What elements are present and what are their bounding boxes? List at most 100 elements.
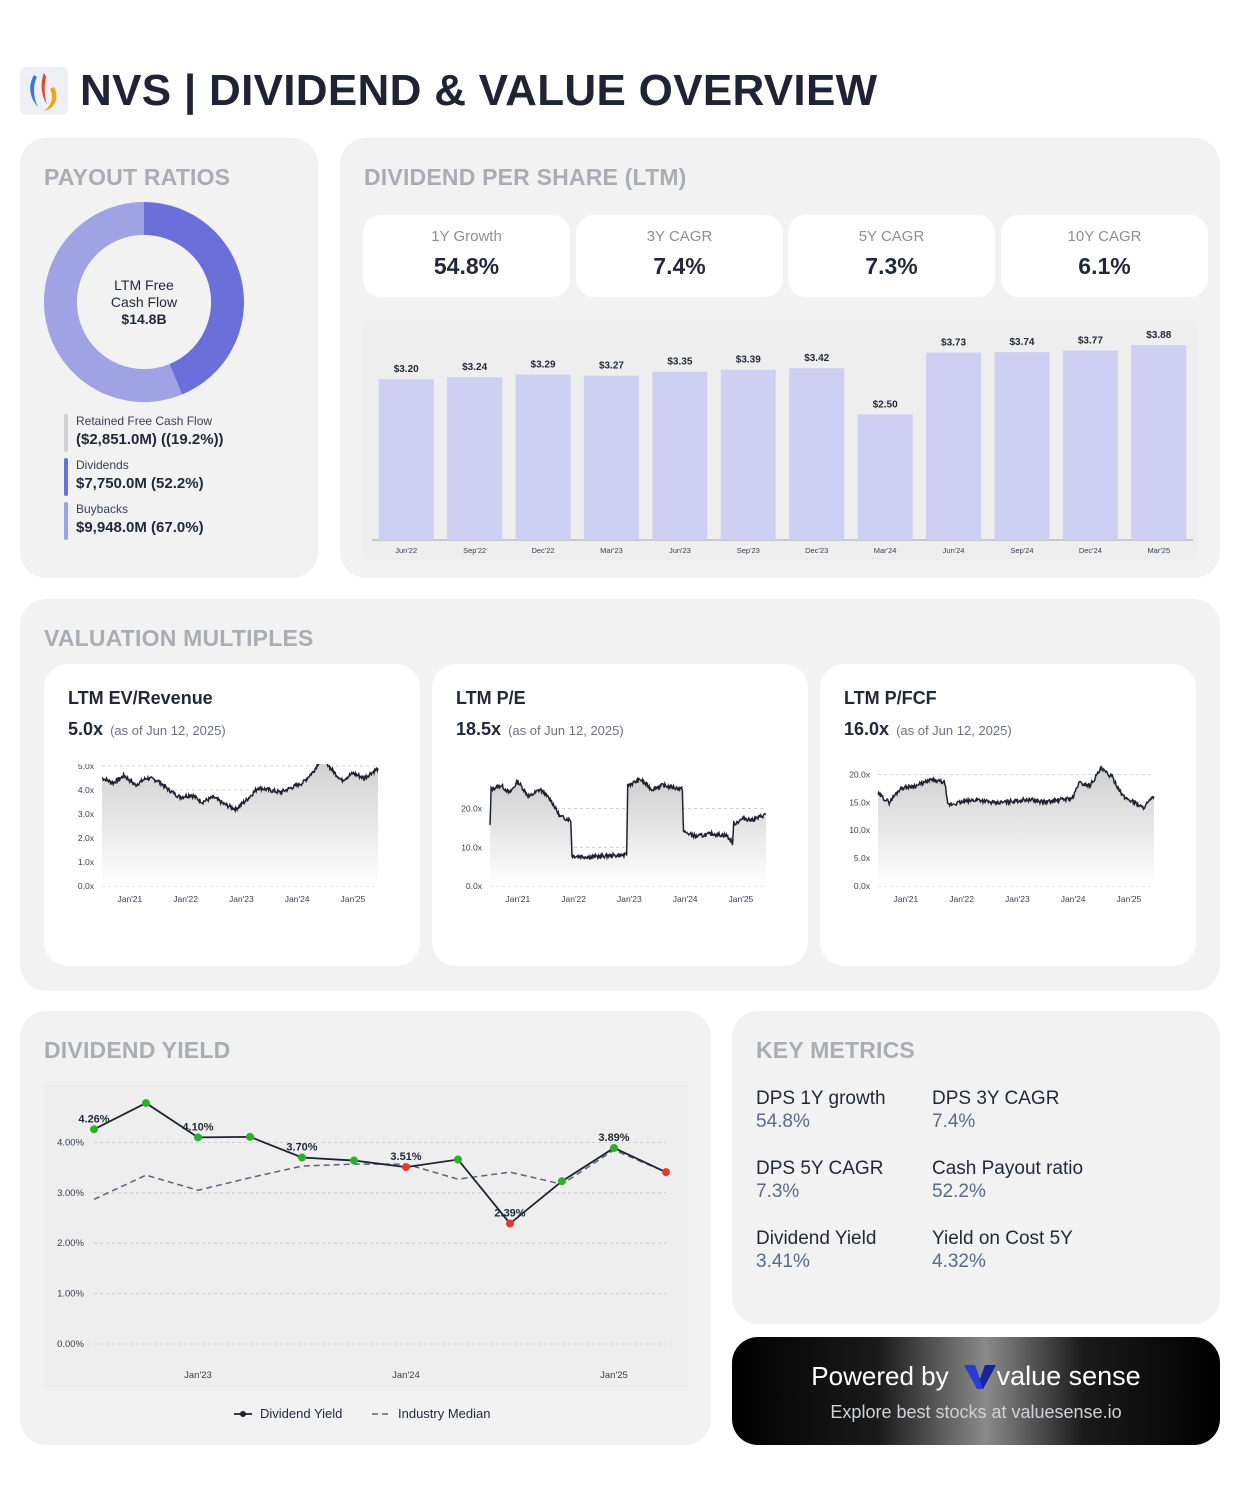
multiple-current: 18.5x [456, 719, 502, 739]
pe-chart: 0.0x 10.0x 20.0x Jan'21 Jan'22 Jan'23 Jan'24 Ja… [461, 776, 767, 904]
metric-value: 7.4% [932, 1111, 976, 1132]
stat-card-10y-cagr: 10Y CAGR 6.1% [1001, 215, 1208, 297]
multiple-card-pfcf: LTM P/FCF 16.0x (as of Jun 12, 2025) 0.0… [820, 664, 1196, 966]
multiple-asof: (as of Jun 12, 2025) [508, 723, 624, 738]
x-tick: Jan'24 [673, 894, 698, 904]
dps-bar [994, 352, 1050, 540]
x-tick: Jan'25 [729, 894, 754, 904]
dps-x-tick: Mar'24 [874, 546, 897, 555]
legend-label: Buybacks [76, 502, 129, 516]
donut-center-label: LTM Free Cash Flow $14.8B [44, 202, 244, 402]
x-tick: Jan'21 [893, 894, 918, 904]
legend-item-retained: Retained Free Cash Flow ($2,851.0M) ((19… [64, 414, 224, 452]
powered-by-banner[interactable]: Powered by value sense Explore best stoc… [732, 1337, 1220, 1445]
dps-x-tick: Sep'24 [1010, 546, 1033, 555]
y-tick: 4.0x [78, 785, 95, 795]
yield-point-label: 3.89% [598, 1132, 629, 1144]
y-tick: 5.0x [854, 853, 871, 863]
legend-value: $7,750.0M (52.2%) [76, 475, 204, 492]
yield-point [610, 1143, 618, 1152]
y-tick: 1.0x [78, 857, 95, 867]
metric-dps-1y-growth: DPS 1Y growth 54.8% [756, 1087, 886, 1133]
legend-color-bar [64, 502, 68, 540]
key-metrics-panel: KEY METRICS DPS 1Y growth 54.8% DPS 3Y C… [732, 1011, 1220, 1324]
y-tick: 3.00% [57, 1188, 84, 1199]
multiple-title: LTM P/FCF [844, 688, 937, 708]
dps-x-tick: Mar'23 [600, 546, 623, 555]
dps-bar-label: $3.73 [941, 338, 966, 349]
yield-point-label: 4.26% [78, 1113, 109, 1125]
dps-x-tick: Mar'25 [1147, 546, 1170, 555]
multiple-title: LTM P/E [456, 688, 526, 708]
dps-x-tick: Sep'23 [737, 546, 760, 555]
x-tick: Jan'22 [561, 894, 586, 904]
metric-value: 7.3% [756, 1181, 800, 1202]
multiple-card-ev-revenue: LTM EV/Revenue 5.0x (as of Jun 12, 2025)… [44, 664, 420, 966]
payout-ratios-panel: PAYOUT RATIOS LTM Free Cash Flow $14.8B … [20, 138, 318, 578]
payout-donut: LTM Free Cash Flow $14.8B [43, 202, 244, 402]
y-tick: 0.0x [854, 881, 871, 891]
metric-value: 52.2% [932, 1181, 986, 1202]
dps-bar-label: $3.39 [736, 355, 761, 366]
stat-card-1y-growth: 1Y Growth 54.8% [363, 215, 570, 297]
stat-card-3y-cagr: 3Y CAGR 7.4% [576, 215, 783, 297]
stat-label: 10Y CAGR [1067, 228, 1142, 245]
stat-label: 5Y CAGR [858, 228, 925, 245]
dividend-yield-chart: 0.00% 1.00% 2.00% 3.00% 4.00% Jan'23 Jan'24 Jan… [44, 1081, 688, 1421]
yield-point [142, 1099, 150, 1108]
pfcf-chart: 0.0x 5.0x 10.0x 15.0x 20.0x Jan'21 Jan'22 Jan'2… [849, 765, 1155, 904]
multiple-value: 5.0x (as of Jun 12, 2025) [68, 719, 226, 740]
metric-label: DPS 5Y CAGR [756, 1158, 884, 1179]
dps-x-tick: Jun'23 [669, 546, 691, 555]
donut-slice-1 [144, 202, 244, 395]
industry-median-line [93, 1149, 667, 1201]
donut-center-line2: Cash Flow [110, 293, 178, 310]
donut-center-line1: LTM Free [114, 276, 174, 293]
multiple-value: 18.5x (as of Jun 12, 2025) [456, 719, 624, 740]
dividend-yield-panel: DIVIDEND YIELD 0.00% 1.00% 2.00% 3.00% 4.00%… [20, 1011, 711, 1445]
metric-dps-3y-cagr: DPS 3Y CAGR 7.4% [932, 1087, 1059, 1133]
y-tick: 15.0x [849, 797, 871, 807]
x-tick: Jan'23 [617, 894, 642, 904]
x-tick: Jan'21 [117, 894, 142, 904]
stat-label: 3Y CAGR [646, 228, 713, 245]
payout-legend: Retained Free Cash Flow ($2,851.0M) ((19… [64, 414, 224, 546]
x-tick: Jan'23 [184, 1370, 212, 1381]
payout-ratios-title: PAYOUT RATIOS [44, 164, 231, 190]
y-tick: 0.0x [466, 881, 483, 891]
dps-bar [720, 369, 776, 540]
dps-bar-chart: $3.20 Jun'22 $3.24 Sep'22 $3.29 Dec'22 $3.27 Ma… [362, 320, 1198, 560]
legend-label-dividend: Dividend Yield [260, 1406, 342, 1421]
multiple-value: 16.0x (as of Jun 12, 2025) [844, 719, 1012, 740]
dps-bar-label: $3.42 [804, 353, 829, 364]
multiple-card-pe: LTM P/E 18.5x (as of Jun 12, 2025) 0.0x 1… [432, 664, 808, 966]
metric-value: 3.41% [756, 1251, 810, 1272]
stat-label: 1Y Growth [431, 228, 502, 245]
metric-label: Yield on Cost 5Y [932, 1228, 1073, 1249]
yield-point [194, 1133, 202, 1142]
donut-hole [77, 235, 211, 369]
legend-label-median: Industry Median [398, 1406, 491, 1421]
dps-bar [652, 371, 708, 540]
yield-point-label: 3.70% [286, 1142, 317, 1154]
yield-point [246, 1132, 254, 1141]
dps-bar [857, 414, 913, 540]
yield-point [298, 1153, 306, 1162]
metric-value: 4.32% [932, 1251, 986, 1272]
yield-point [558, 1177, 566, 1186]
valuation-title: VALUATION MULTIPLES [44, 625, 314, 651]
yield-point [506, 1219, 514, 1228]
stat-value: 54.8% [433, 253, 500, 279]
legend-value: $9,948.0M (67.0%) [76, 519, 204, 536]
dps-bar-label: $2.50 [873, 399, 898, 410]
y-tick: 1.00% [57, 1289, 84, 1300]
metric-dividend-yield: Dividend Yield 3.41% [756, 1227, 876, 1273]
yield-plot-bg [44, 1081, 688, 1391]
y-tick: 20.0x [849, 769, 871, 779]
dps-bar [515, 374, 571, 540]
multiple-asof: (as of Jun 12, 2025) [110, 723, 226, 738]
dps-title: DIVIDEND PER SHARE (LTM) [364, 164, 687, 190]
dps-bar [926, 352, 982, 540]
multiple-asof: (as of Jun 12, 2025) [896, 723, 1012, 738]
metric-cash-payout-ratio: Cash Payout ratio 52.2% [932, 1157, 1083, 1203]
